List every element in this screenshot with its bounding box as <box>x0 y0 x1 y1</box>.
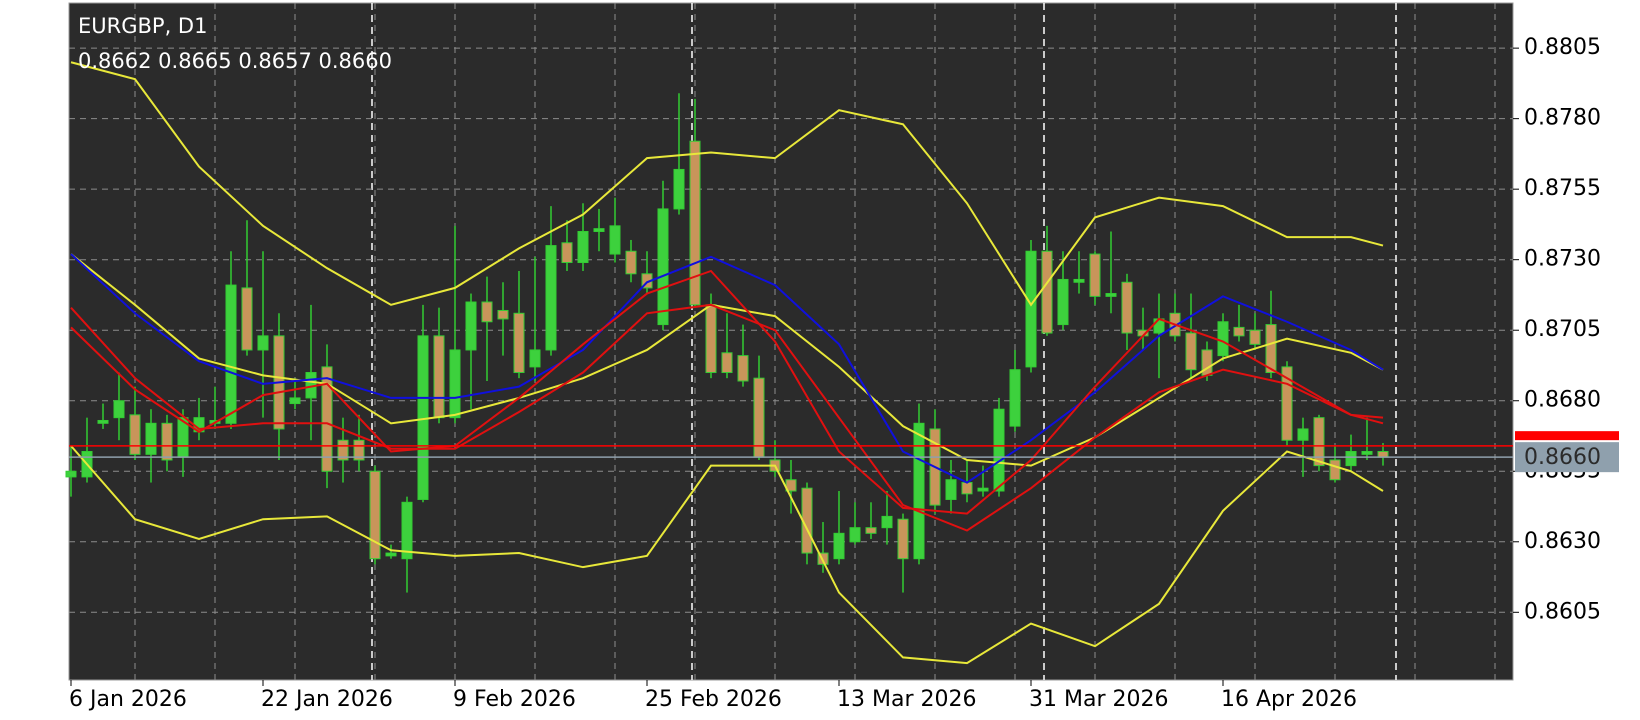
candle-body <box>1265 324 1277 374</box>
x-tick-label: 16 Apr 2026 <box>1221 687 1357 712</box>
candle-body <box>257 335 269 351</box>
chart-layer <box>65 3 1513 680</box>
ohlc-low: 0.8657 <box>238 49 311 73</box>
candle-body <box>721 352 733 374</box>
candle-body <box>1249 329 1261 345</box>
x-tick-label: 9 Feb 2026 <box>453 687 576 712</box>
ohlc-open: 0.8662 <box>78 49 151 73</box>
candle-body <box>1025 250 1037 368</box>
candle-body <box>449 349 461 419</box>
candle-body <box>1057 278 1069 326</box>
candle-body <box>337 439 349 461</box>
ohlc-close: 0.8660 <box>319 49 392 73</box>
x-tick-label: 6 Jan 2026 <box>69 687 187 712</box>
candle-body <box>1121 281 1133 334</box>
candle-body <box>353 439 365 461</box>
y-tick-label: 0.8805 <box>1524 35 1601 60</box>
x-tick-label: 22 Jan 2026 <box>261 687 393 712</box>
candle-body <box>433 335 445 419</box>
candle-body <box>577 230 589 264</box>
candle-body <box>1329 459 1341 481</box>
candle-body <box>225 284 237 424</box>
candle-body <box>673 168 685 210</box>
candle-body <box>241 287 253 351</box>
candle-body <box>897 518 909 560</box>
candle-body <box>705 304 717 374</box>
candle-body <box>1313 417 1325 467</box>
candle-body <box>129 414 141 455</box>
y-tick-label: 0.8630 <box>1524 529 1601 554</box>
candle-body <box>881 515 893 529</box>
indicator-line <box>70 61 1384 307</box>
y-tick-label: 0.8755 <box>1524 176 1601 201</box>
ohlc-high: 0.8665 <box>158 49 231 73</box>
candle-body <box>561 242 573 264</box>
indicator-line <box>70 253 1384 467</box>
candle-body <box>1361 451 1373 455</box>
candle-body <box>865 527 877 534</box>
candle-body <box>657 208 669 326</box>
candle-body <box>913 422 925 560</box>
candle-body <box>593 228 605 232</box>
indicator-line <box>70 253 1384 484</box>
candle-body <box>1217 321 1229 357</box>
candle-body <box>849 527 861 543</box>
indicator-line <box>70 269 1384 515</box>
candle-body <box>1089 253 1101 297</box>
candle-body <box>977 487 989 492</box>
candle-body <box>97 419 109 424</box>
ask-marker <box>1515 431 1619 441</box>
x-tick-label: 25 Feb 2026 <box>645 687 782 712</box>
candle-body <box>369 470 381 560</box>
candle-body <box>961 482 973 495</box>
candle-body <box>1281 366 1293 441</box>
indicator-line <box>70 445 1384 665</box>
candle-body <box>65 470 77 478</box>
candle-body <box>1233 326 1245 337</box>
candle-body <box>545 245 557 351</box>
candle-body <box>1377 451 1389 458</box>
x-tick-label: 31 Mar 2026 <box>1029 687 1168 712</box>
candle-body <box>289 397 301 405</box>
candle-body <box>113 400 125 419</box>
x-tick-label: 13 Mar 2026 <box>837 687 976 712</box>
candle-body <box>1297 428 1309 441</box>
candle-body <box>609 225 621 255</box>
candle-body <box>1105 293 1117 297</box>
symbol-title: EURGBP, D1 <box>78 14 207 38</box>
ohlc-header: 0.8662 0.8665 0.8657 0.8660 <box>78 49 392 73</box>
candle-body <box>1185 332 1197 371</box>
candle-body <box>737 355 749 382</box>
candle-body <box>321 366 333 472</box>
candle-body <box>833 532 845 560</box>
candle-body <box>497 309 509 320</box>
y-tick-label: 0.8705 <box>1524 317 1601 342</box>
candle-body <box>513 312 525 374</box>
y-tick-label: 0.8780 <box>1524 106 1601 131</box>
candle-body <box>945 479 957 500</box>
candle-body <box>625 250 637 275</box>
indicator-line <box>70 303 1384 532</box>
y-tick-label: 0.8680 <box>1524 388 1601 413</box>
candle-body <box>401 501 413 560</box>
candle-body <box>1345 451 1357 467</box>
candle-body <box>465 301 477 351</box>
candle-body <box>145 422 157 455</box>
candle-body <box>993 408 1005 492</box>
y-tick-label: 0.8730 <box>1524 247 1601 272</box>
candle-body <box>481 301 493 323</box>
candle-body <box>161 422 173 461</box>
candle-body <box>689 140 701 306</box>
candle-body <box>1041 250 1053 334</box>
bid-box <box>1515 442 1619 473</box>
candle-body <box>1073 278 1085 283</box>
bid-label: 0.8660 <box>1524 445 1601 470</box>
y-tick-label: 0.8605 <box>1524 599 1601 624</box>
candle-body <box>529 349 541 368</box>
candle-body <box>1009 369 1021 427</box>
candle-body <box>385 552 397 557</box>
